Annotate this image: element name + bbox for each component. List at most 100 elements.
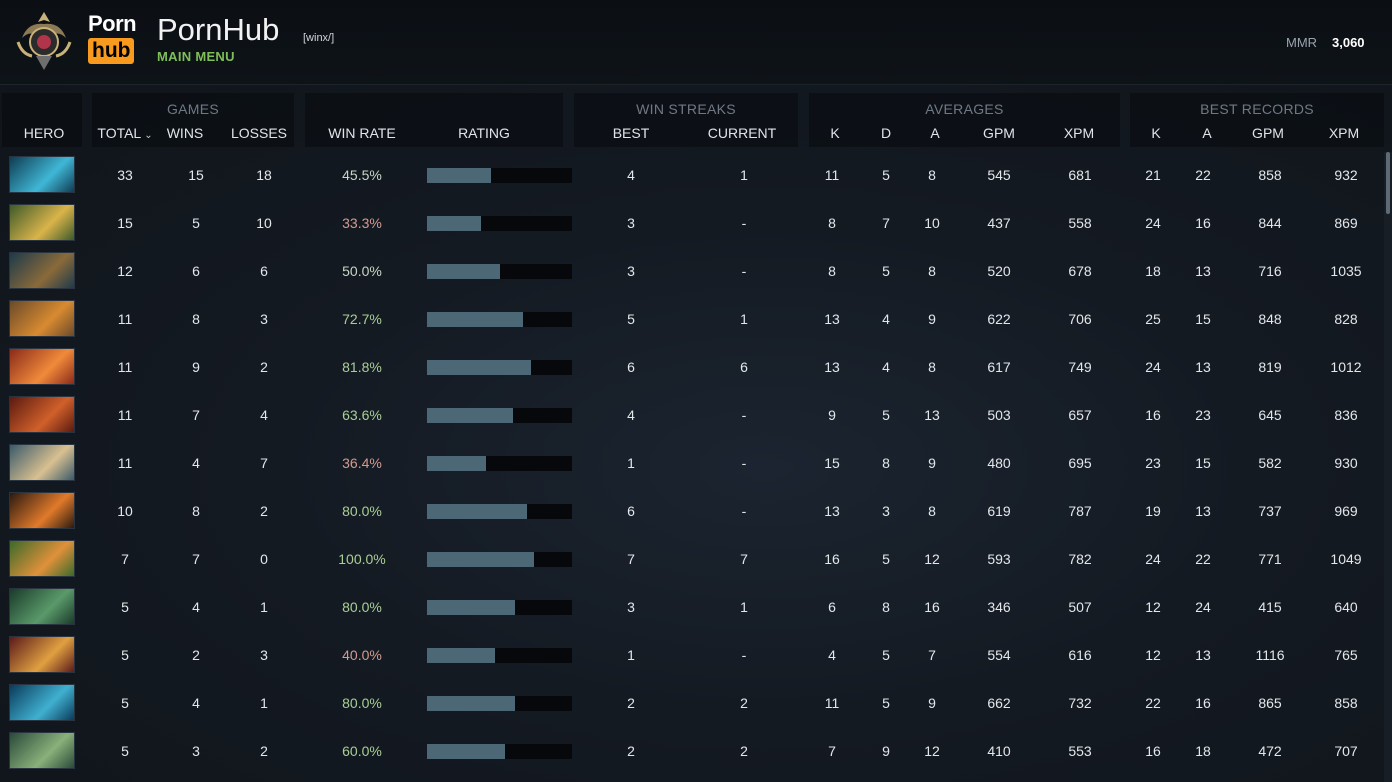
hero-portrait-icon[interactable] [9, 204, 75, 241]
record-gpm-cell: 472 [1258, 743, 1282, 759]
best-streak-cell: 4 [627, 407, 635, 423]
avg-xpm-cell: 657 [1068, 407, 1092, 423]
avg-deaths-cell: 4 [882, 359, 890, 375]
hero-portrait-icon[interactable] [9, 252, 75, 289]
table-row[interactable]: 7 7 0 100.0% 7 7 16 5 12 593 782 24 22 771 1049 [0, 535, 1384, 583]
best-records-header-bg [1130, 93, 1384, 147]
avg-assists-cell: 16 [924, 599, 940, 615]
hero-portrait-icon[interactable] [9, 732, 75, 769]
team-tag: [winx/] [303, 32, 335, 44]
hero-portrait-icon[interactable] [9, 444, 75, 481]
column-header-losses[interactable]: LOSSES [231, 125, 287, 141]
table-row[interactable]: 11 8 3 72.7% 5 1 13 4 9 622 706 25 15 848 828 [0, 295, 1384, 343]
best-streak-cell: 7 [627, 551, 635, 567]
record-kills-cell: 19 [1145, 503, 1161, 519]
rating-bar-fill [427, 744, 505, 759]
record-assists-cell: 18 [1195, 743, 1211, 759]
rating-bar-fill [427, 360, 531, 375]
avg-gpm-cell: 520 [987, 263, 1011, 279]
hero-portrait-icon[interactable] [9, 684, 75, 721]
table-row[interactable]: 15 5 10 33.3% 3 - 8 7 10 437 558 24 16 844 869 [0, 199, 1384, 247]
win-rate-cell: 72.7% [342, 311, 382, 327]
avg-kills-cell: 11 [824, 167, 840, 183]
team-logo: Porn hub [88, 12, 142, 64]
avg-xpm-cell: 507 [1068, 599, 1092, 615]
avg-assists-cell: 12 [924, 551, 940, 567]
column-header-current-streak[interactable]: CURRENT [708, 125, 776, 141]
column-header-win-rate[interactable]: WIN RATE [328, 125, 395, 141]
best-streak-cell: 2 [627, 743, 635, 759]
table-row[interactable]: 33 15 18 45.5% 4 1 11 5 8 545 681 21 22 858 932 [0, 151, 1384, 199]
scrollbar-track[interactable] [1384, 152, 1392, 782]
rating-bar-fill [427, 600, 515, 615]
total-cell: 11 [117, 455, 133, 471]
win-rate-cell: 50.0% [342, 263, 382, 279]
rating-bar [427, 216, 572, 231]
win-streaks-header-bg [574, 93, 798, 147]
table-row[interactable]: 5 3 2 60.0% 2 2 7 9 12 410 553 16 18 472 707 [0, 727, 1384, 775]
total-cell: 15 [117, 215, 133, 231]
hero-portrait-icon[interactable] [9, 588, 75, 625]
column-header-record-gpm[interactable]: GPM [1252, 125, 1284, 141]
losses-cell: 6 [260, 263, 268, 279]
main-menu-link[interactable]: MAIN MENU [157, 49, 235, 64]
record-assists-cell: 13 [1195, 503, 1211, 519]
column-header-hero[interactable]: HERO [24, 125, 64, 141]
column-header-avg-deaths[interactable]: D [881, 125, 891, 141]
wins-cell: 15 [188, 167, 204, 183]
total-cell: 10 [117, 503, 133, 519]
best-streak-cell: 6 [627, 503, 635, 519]
hero-portrait-icon[interactable] [9, 396, 75, 433]
avg-kills-cell: 11 [824, 695, 840, 711]
mmr-value: 3,060 [1332, 35, 1365, 50]
wins-cell: 8 [192, 503, 200, 519]
table-row[interactable]: 5 4 1 80.0% 3 1 6 8 16 346 507 12 24 415 640 [0, 583, 1384, 631]
wins-cell: 7 [192, 551, 200, 567]
record-xpm-cell: 707 [1334, 743, 1358, 759]
win-rate-cell: 81.8% [342, 359, 382, 375]
current-streak-cell: 2 [740, 695, 748, 711]
column-header-record-kills[interactable]: K [1151, 125, 1160, 141]
column-header-best-streak[interactable]: BEST [613, 125, 650, 141]
record-gpm-cell: 415 [1258, 599, 1282, 615]
table-row[interactable]: 5 2 3 40.0% 1 - 4 5 7 554 616 12 13 1116 765 [0, 631, 1384, 679]
record-kills-cell: 16 [1145, 407, 1161, 423]
column-header-wins[interactable]: WINS [167, 125, 204, 141]
total-cell: 5 [121, 695, 129, 711]
column-header-record-xpm[interactable]: XPM [1329, 125, 1359, 141]
table-row[interactable]: 10 8 2 80.0% 6 - 13 3 8 619 787 19 13 737 969 [0, 487, 1384, 535]
record-gpm-cell: 771 [1258, 551, 1282, 567]
column-header-avg-gpm[interactable]: GPM [983, 125, 1015, 141]
record-kills-cell: 25 [1145, 311, 1161, 327]
column-header-avg-kills[interactable]: K [830, 125, 839, 141]
column-header-avg-assists[interactable]: A [930, 125, 939, 141]
hero-portrait-icon[interactable] [9, 300, 75, 337]
column-header-record-kills-label: K [1151, 125, 1161, 141]
hero-portrait-icon[interactable] [9, 636, 75, 673]
avg-assists-cell: 9 [928, 695, 936, 711]
games-header-bg [92, 93, 294, 147]
losses-cell: 18 [256, 167, 272, 183]
avg-gpm-cell: 593 [987, 551, 1011, 567]
win-rate-cell: 36.4% [342, 455, 382, 471]
column-header-avg-xpm[interactable]: XPM [1064, 125, 1094, 141]
hero-portrait-icon[interactable] [9, 540, 75, 577]
hero-portrait-icon[interactable] [9, 156, 75, 193]
column-header-total[interactable]: TOTAL ⌄ [97, 125, 152, 141]
scrollbar-thumb[interactable] [1386, 152, 1390, 214]
hero-portrait-icon[interactable] [9, 348, 75, 385]
table-row[interactable]: 11 4 7 36.4% 1 - 15 8 9 480 695 23 15 582 930 [0, 439, 1384, 487]
rating-bar [427, 552, 572, 567]
group-title-averages: AVERAGES [925, 101, 1004, 117]
current-streak-cell: 6 [740, 359, 748, 375]
column-header-record-assists[interactable]: A [1202, 125, 1211, 141]
mmr-label: MMR [1286, 35, 1318, 50]
hero-portrait-icon[interactable] [9, 492, 75, 529]
win-rate-cell: 100.0% [338, 551, 386, 567]
current-streak-cell: - [741, 455, 747, 471]
table-row[interactable]: 11 7 4 63.6% 4 - 9 5 13 503 657 16 23 645 836 [0, 391, 1384, 439]
table-row[interactable]: 11 9 2 81.8% 6 6 13 4 8 617 749 24 13 819 1012 [0, 343, 1384, 391]
column-header-rating[interactable]: RATING [458, 125, 510, 141]
table-row[interactable]: 12 6 6 50.0% 3 - 8 5 8 520 678 18 13 716 1035 [0, 247, 1384, 295]
table-row[interactable]: 5 4 1 80.0% 2 2 11 5 9 662 732 22 16 865 858 [0, 679, 1384, 727]
